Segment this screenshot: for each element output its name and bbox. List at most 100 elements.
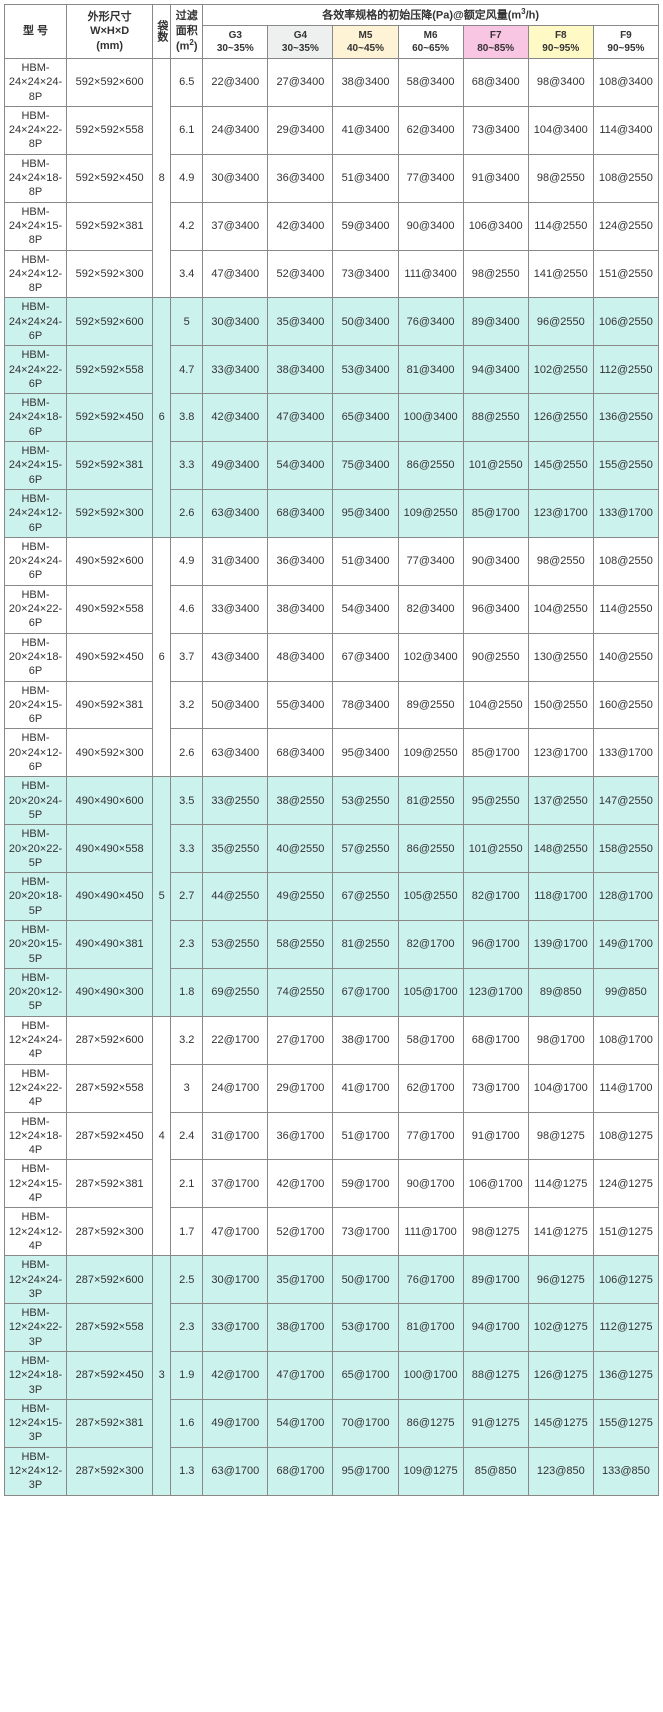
cell-area: 3.5: [171, 777, 203, 825]
cell-eff-F7: 91@1275: [463, 1399, 528, 1447]
cell-eff-F9: 114@3400: [593, 106, 658, 154]
cell-eff-M6: 86@1275: [398, 1399, 463, 1447]
cell-eff-G4: 35@1700: [268, 1256, 333, 1304]
cell-eff-F9: 124@1275: [593, 1160, 658, 1208]
cell-eff-M6: 76@3400: [398, 298, 463, 346]
cell-eff-M5: 50@3400: [333, 298, 398, 346]
cell-eff-F8: 126@2550: [528, 394, 593, 442]
cell-eff-F7: 89@1700: [463, 1256, 528, 1304]
cell-eff-F7: 73@1700: [463, 1064, 528, 1112]
cell-eff-F9: 124@2550: [593, 202, 658, 250]
cell-dim: 592×592×381: [67, 442, 153, 490]
cell-eff-G3: 63@3400: [203, 729, 268, 777]
cell-eff-M6: 82@3400: [398, 585, 463, 633]
cell-eff-M5: 38@3400: [333, 58, 398, 106]
table-row: HBM-24×24×24-8P592×592×60086.522@340027@…: [5, 58, 659, 106]
cell-eff-F8: 96@1275: [528, 1256, 593, 1304]
cell-dim: 490×592×300: [67, 729, 153, 777]
cell-eff-M6: 109@2550: [398, 729, 463, 777]
header-eff-M5: M540~45%: [333, 25, 398, 58]
cell-dim: 592×592×558: [67, 346, 153, 394]
cell-eff-F9: 106@2550: [593, 298, 658, 346]
cell-eff-M5: 65@1700: [333, 1352, 398, 1400]
cell-eff-F7: 94@1700: [463, 1304, 528, 1352]
cell-area: 3.2: [171, 681, 203, 729]
cell-eff-F7: 98@1275: [463, 1208, 528, 1256]
cell-eff-M6: 58@3400: [398, 58, 463, 106]
cell-eff-F7: 68@3400: [463, 58, 528, 106]
cell-eff-M6: 58@1700: [398, 1016, 463, 1064]
cell-model: HBM-12×24×24-3P: [5, 1256, 67, 1304]
cell-eff-M5: 65@3400: [333, 394, 398, 442]
cell-area: 3: [171, 1064, 203, 1112]
cell-eff-G4: 29@3400: [268, 106, 333, 154]
cell-model: HBM-24×24×24-8P: [5, 58, 67, 106]
cell-eff-M5: 59@1700: [333, 1160, 398, 1208]
cell-eff-M6: 109@2550: [398, 489, 463, 537]
header-eff-G4: G430~35%: [268, 25, 333, 58]
cell-eff-F7: 106@3400: [463, 202, 528, 250]
cell-eff-G4: 47@1700: [268, 1352, 333, 1400]
cell-dim: 490×490×300: [67, 968, 153, 1016]
cell-model: HBM-24×24×22-8P: [5, 106, 67, 154]
cell-eff-G4: 52@1700: [268, 1208, 333, 1256]
cell-eff-G3: 22@3400: [203, 58, 268, 106]
header-dim: 外形尺寸W×H×D(mm): [67, 5, 153, 59]
cell-area: 4.7: [171, 346, 203, 394]
cell-model: HBM-12×24×12-3P: [5, 1447, 67, 1495]
cell-eff-G3: 69@2550: [203, 968, 268, 1016]
table-row: HBM-24×24×24-6P592×592×6006530@340035@34…: [5, 298, 659, 346]
cell-eff-F7: 68@1700: [463, 1016, 528, 1064]
cell-eff-G4: 58@2550: [268, 920, 333, 968]
cell-eff-G3: 49@3400: [203, 442, 268, 490]
cell-area: 4.9: [171, 537, 203, 585]
cell-area: 6.1: [171, 106, 203, 154]
cell-area: 2.4: [171, 1112, 203, 1160]
cell-model: HBM-20×24×18-6P: [5, 633, 67, 681]
cell-dim: 287×592×300: [67, 1208, 153, 1256]
table-row: HBM-24×24×22-6P592×592×5584.733@340038@3…: [5, 346, 659, 394]
cell-eff-F7: 90@3400: [463, 537, 528, 585]
cell-eff-G4: 42@1700: [268, 1160, 333, 1208]
cell-eff-F7: 88@1275: [463, 1352, 528, 1400]
cell-dim: 287×592×381: [67, 1399, 153, 1447]
cell-eff-M6: 81@2550: [398, 777, 463, 825]
cell-eff-G4: 38@3400: [268, 585, 333, 633]
cell-eff-F7: 96@1700: [463, 920, 528, 968]
cell-bag-count: 3: [153, 1256, 171, 1495]
table-row: HBM-12×24×18-3P287×592×4501.942@170047@1…: [5, 1352, 659, 1400]
cell-model: HBM-20×24×15-6P: [5, 681, 67, 729]
cell-eff-F8: 130@2550: [528, 633, 593, 681]
cell-eff-G3: 33@1700: [203, 1304, 268, 1352]
table-row: HBM-24×24×18-6P592×592×4503.842@340047@3…: [5, 394, 659, 442]
cell-eff-G3: 31@3400: [203, 537, 268, 585]
cell-eff-G3: 49@1700: [203, 1399, 268, 1447]
cell-dim: 490×490×558: [67, 825, 153, 873]
cell-area: 3.4: [171, 250, 203, 298]
header-eff-title: 各效率规格的初始压降(Pa)@额定风量(m3/h): [203, 5, 659, 26]
cell-area: 6.5: [171, 58, 203, 106]
cell-eff-G3: 37@3400: [203, 202, 268, 250]
cell-eff-M5: 57@2550: [333, 825, 398, 873]
header-eff-F9: F990~95%: [593, 25, 658, 58]
cell-dim: 592×592×381: [67, 202, 153, 250]
cell-area: 2.6: [171, 489, 203, 537]
cell-model: HBM-20×24×24-6P: [5, 537, 67, 585]
cell-eff-F8: 141@2550: [528, 250, 593, 298]
table-row: HBM-20×24×15-6P490×592×3813.250@340055@3…: [5, 681, 659, 729]
cell-eff-F7: 73@3400: [463, 106, 528, 154]
cell-eff-F9: 158@2550: [593, 825, 658, 873]
cell-eff-G4: 47@3400: [268, 394, 333, 442]
cell-eff-F8: 118@1700: [528, 873, 593, 921]
cell-eff-M6: 90@1700: [398, 1160, 463, 1208]
cell-model: HBM-12×24×12-4P: [5, 1208, 67, 1256]
table-row: HBM-20×20×15-5P490×490×3812.353@255058@2…: [5, 920, 659, 968]
cell-model: HBM-24×24×18-8P: [5, 154, 67, 202]
cell-model: HBM-24×24×22-6P: [5, 346, 67, 394]
table-row: HBM-24×24×12-8P592×592×3003.447@340052@3…: [5, 250, 659, 298]
cell-eff-M6: 90@3400: [398, 202, 463, 250]
cell-eff-G4: 74@2550: [268, 968, 333, 1016]
table-row: HBM-12×24×22-4P287×592×558324@170029@170…: [5, 1064, 659, 1112]
cell-eff-F8: 102@1275: [528, 1304, 593, 1352]
cell-eff-F9: 112@1275: [593, 1304, 658, 1352]
